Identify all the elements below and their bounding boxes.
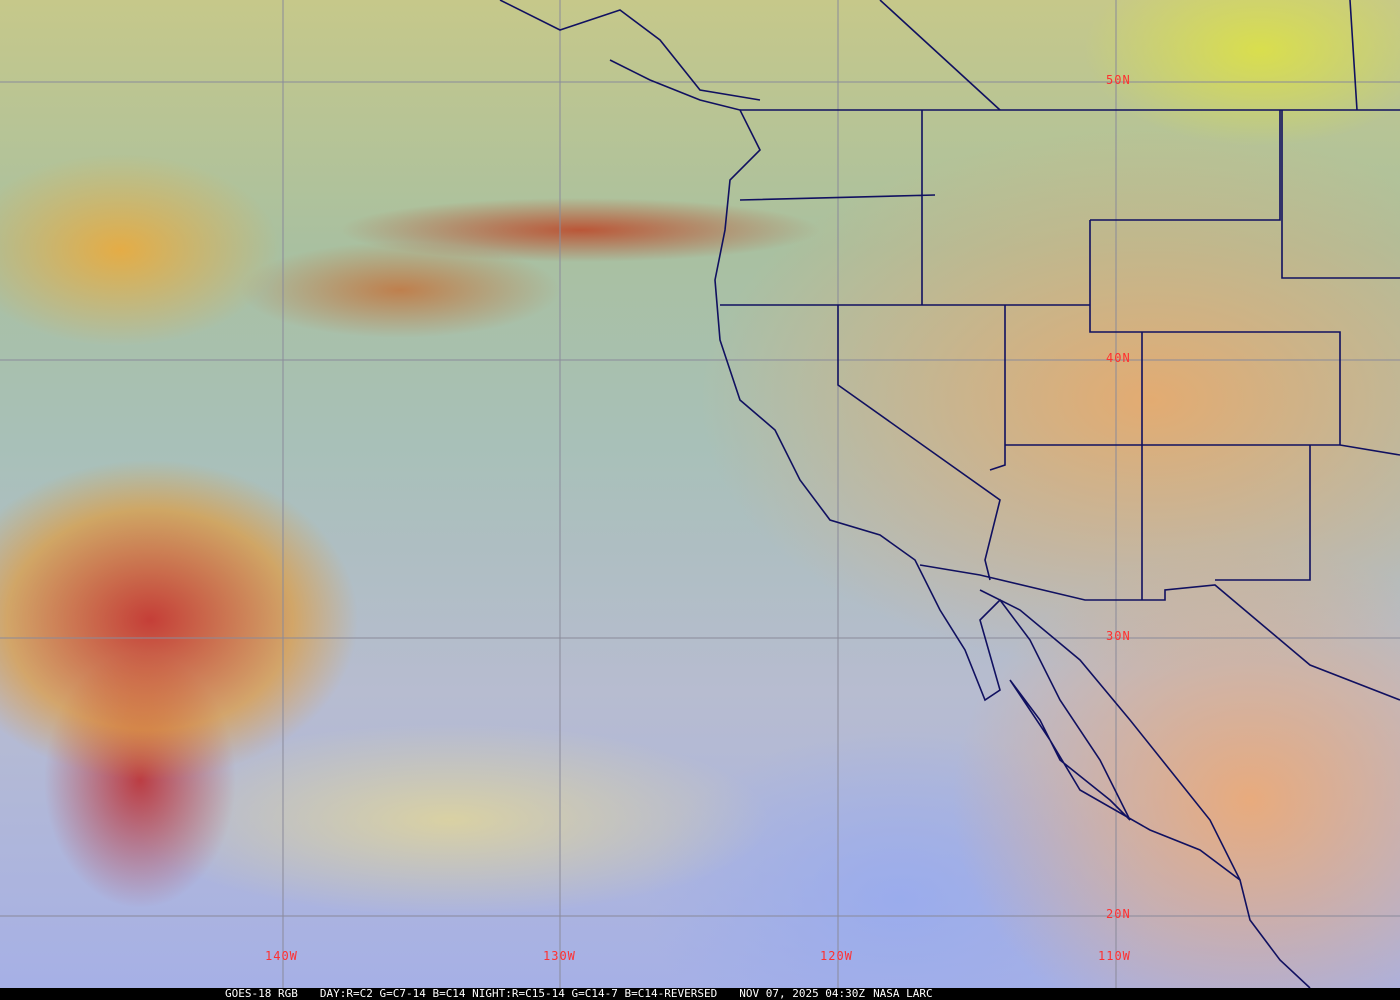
lon-label-110w: 110W xyxy=(1098,949,1131,963)
coastline xyxy=(609,59,1311,988)
state-borders xyxy=(720,0,1400,701)
lon-label-140w: 140W xyxy=(265,949,298,963)
caption-satellite: GOES-18 RGB xyxy=(225,987,298,1000)
caption-recipe: DAY:R=C2 G=C7-14 B=C14 NIGHT:R=C15-14 G=… xyxy=(319,987,718,1000)
caption-source: NASA LARC xyxy=(873,987,933,1000)
caption-timestamp: NOV 07, 2025 04:30Z xyxy=(739,987,866,1000)
bc-coast xyxy=(499,0,1001,111)
coastlines-and-borders xyxy=(499,0,1400,988)
lat-label-50n: 50N xyxy=(1106,73,1131,87)
lon-label-120w: 120W xyxy=(820,949,853,963)
gulf-of-california-coast xyxy=(979,589,1241,881)
lat-label-30n: 30N xyxy=(1106,629,1131,643)
lat-label-20n: 20N xyxy=(1106,907,1131,921)
image-caption-bar: GOES-18 RGB DAY:R=C2 G=C7-14 B=C14 NIGHT:… xyxy=(0,988,1400,1000)
lon-label-130w: 130W xyxy=(543,949,576,963)
lat-label-40n: 40N xyxy=(1106,351,1131,365)
